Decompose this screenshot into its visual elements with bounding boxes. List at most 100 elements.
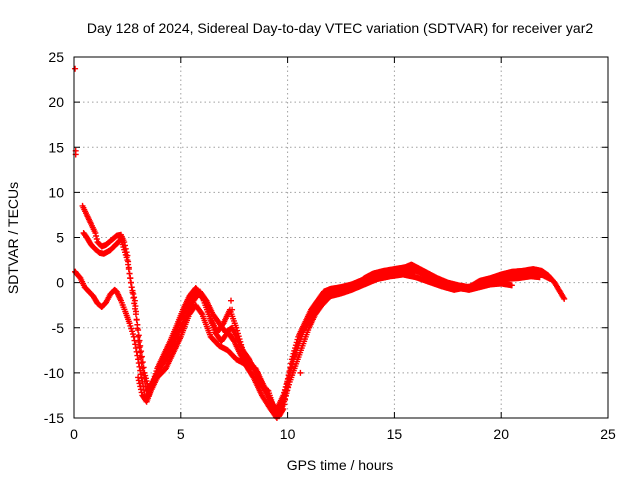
- data-point: [285, 384, 292, 391]
- data-point: [281, 395, 288, 402]
- data-point: [282, 393, 289, 400]
- data-point: [198, 310, 205, 317]
- data-point: [235, 333, 242, 340]
- data-point: [234, 330, 241, 337]
- data-point: [141, 369, 148, 376]
- data-point: [233, 324, 240, 331]
- data-point: [126, 320, 133, 327]
- data-point: [130, 294, 137, 301]
- chart-title: Day 128 of 2024, Sidereal Day-to-day VTE…: [87, 20, 593, 36]
- data-point: [134, 321, 141, 328]
- data-point: [132, 341, 139, 348]
- data-point: [237, 338, 244, 345]
- data-point: [138, 353, 145, 360]
- data-point: [234, 327, 241, 334]
- data-point: [132, 311, 139, 318]
- data-point: [238, 341, 245, 348]
- data-point: [131, 300, 138, 307]
- data-point: [236, 336, 243, 343]
- data-point: [536, 274, 543, 281]
- data-point: [297, 369, 304, 376]
- x-axis-label: GPS time / hours: [287, 457, 394, 473]
- y-tick-label: 20: [48, 94, 64, 110]
- data-point: [142, 375, 149, 382]
- y-tick-label: 25: [48, 49, 64, 65]
- data-point: [93, 236, 100, 243]
- data-point: [137, 386, 144, 393]
- data-point: [135, 377, 142, 384]
- data-point: [125, 261, 132, 268]
- y-tick-label: 0: [56, 275, 64, 291]
- data-point: [135, 332, 142, 339]
- data-point: [139, 365, 146, 372]
- x-tick-label: 15: [387, 426, 403, 442]
- data-point: [127, 279, 134, 286]
- data-point: [133, 316, 140, 323]
- data-point: [125, 266, 132, 273]
- data-point: [129, 328, 136, 335]
- data-point: [72, 268, 79, 275]
- x-tick-label: 25: [600, 426, 616, 442]
- data-point: [132, 345, 139, 352]
- data-point: [508, 282, 515, 289]
- data-point: [137, 342, 144, 349]
- data-point: [135, 327, 142, 334]
- x-tick-label: 20: [493, 426, 509, 442]
- x-tick-label: 0: [70, 426, 78, 442]
- data-point: [127, 275, 134, 282]
- y-axis-label: SDTVAR / TECUs: [5, 182, 21, 294]
- data-point: [93, 232, 100, 239]
- x-tick-label: 5: [177, 426, 185, 442]
- data-point: [134, 352, 141, 359]
- data-point: [129, 289, 136, 296]
- data-point: [142, 372, 149, 379]
- data-point: [143, 377, 150, 384]
- data-point: [92, 229, 99, 236]
- data-point: [127, 322, 134, 329]
- y-tick-label: 15: [48, 139, 64, 155]
- data-point: [136, 337, 143, 344]
- data-point: [126, 270, 133, 277]
- data-point: [288, 364, 295, 371]
- data-point: [137, 383, 144, 390]
- data-point: [285, 381, 292, 388]
- grid-lines: [74, 57, 608, 418]
- data-point: [227, 297, 234, 304]
- y-tick-label: 5: [56, 230, 64, 246]
- data-point: [561, 295, 568, 302]
- data-point: [229, 306, 236, 313]
- data-point: [238, 344, 245, 351]
- x-tick-label: 10: [280, 426, 296, 442]
- data-point: [137, 354, 144, 361]
- data-point: [140, 364, 147, 371]
- data-point: [129, 331, 136, 338]
- data-point: [136, 380, 143, 387]
- data-point: [283, 390, 290, 397]
- plot-frame: [73, 56, 609, 419]
- axis-ticks: 0 5 10 15 20 25 -15 -10 -5 0 5 10 15 20 25: [44, 49, 616, 442]
- data-point: [284, 387, 291, 394]
- data-point: [135, 374, 142, 381]
- data-point: [128, 325, 135, 332]
- data-point: [138, 360, 145, 367]
- data-point: [72, 65, 79, 72]
- y-tick-label: -5: [52, 320, 65, 336]
- y-tick-label: -15: [44, 410, 64, 426]
- data-point: [280, 401, 287, 408]
- data-point: [139, 359, 146, 366]
- data-point: [281, 398, 288, 405]
- data-point: [132, 305, 139, 312]
- data-point: [138, 389, 145, 396]
- y-tick-label: -10: [44, 365, 64, 381]
- data-points: [72, 65, 568, 421]
- data-point: [291, 352, 298, 359]
- data-point: [128, 284, 135, 291]
- data-point: [547, 276, 554, 283]
- y-tick-label: 10: [48, 184, 64, 200]
- data-point: [200, 296, 207, 303]
- data-point: [138, 348, 145, 355]
- data-point: [124, 257, 131, 264]
- series-isolated-points: [72, 65, 304, 376]
- series-trace-d: [135, 271, 543, 421]
